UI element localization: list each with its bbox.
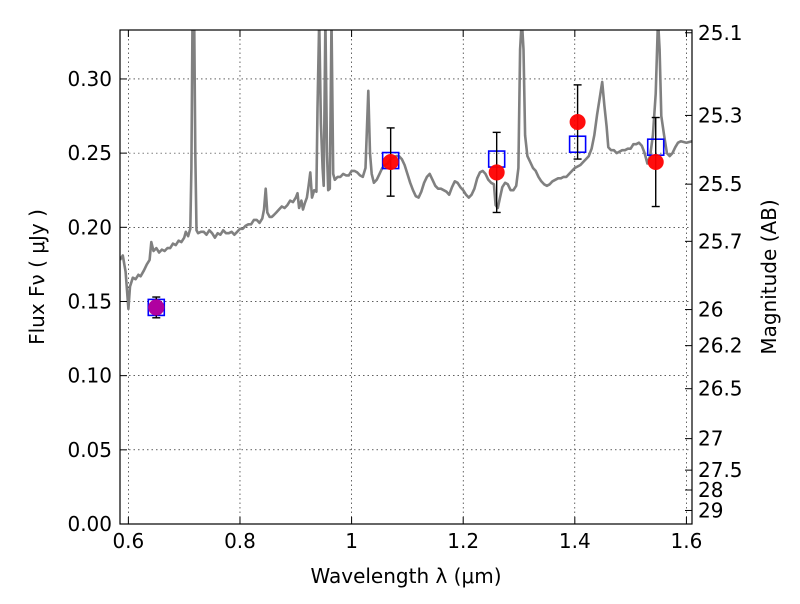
right-tick-label: 25.3	[698, 103, 743, 127]
x-tick-label: 1.4	[559, 529, 591, 553]
right-tick-label: 29	[698, 498, 723, 522]
y-tick-label: 0.15	[67, 289, 112, 313]
observed-photometry-point	[647, 154, 664, 171]
y-tick-label: 0.00	[67, 512, 112, 536]
x-tick-label: 1.2	[447, 529, 479, 553]
plot-frame	[119, 29, 693, 525]
x-tick-label: 0.6	[112, 529, 144, 553]
spectrum-line	[120, 30, 692, 311]
grid	[120, 30, 692, 524]
x-tick-label: 1	[345, 529, 358, 553]
y-tick-label: 0.20	[67, 215, 112, 239]
axis-labels: Wavelength λ (μm) Flux Fν ( μJy ) Magnit…	[25, 199, 781, 588]
right-tick-label: 25.1	[698, 21, 743, 45]
right-tick-label: 28	[698, 478, 723, 502]
observed-photometry-point	[488, 164, 505, 181]
right-axis-label: Magnitude (AB)	[757, 199, 781, 354]
right-tick-label: 25.7	[698, 229, 743, 253]
right-tick-label: 27	[698, 427, 723, 451]
observed-photometry-point	[569, 113, 586, 130]
right-tick-label: 25.5	[698, 172, 743, 196]
right-tick-label: 26.5	[698, 377, 743, 401]
x-tick-label: 0.8	[224, 529, 256, 553]
x-tick-label: 1.6	[671, 529, 703, 553]
plot-area	[120, 30, 692, 319]
y-tick-label: 0.30	[67, 67, 112, 91]
y-tick-label: 0.25	[67, 141, 112, 165]
x-axis-label: Wavelength λ (μm)	[310, 564, 501, 588]
right-tick-label: 26.2	[698, 334, 743, 358]
observed-photometry-point	[382, 154, 399, 171]
right-tick-label: 26	[698, 298, 723, 322]
right-tick-label: 27.5	[698, 458, 743, 482]
y-tick-label: 0.05	[67, 438, 112, 462]
axes: 0.6 0.8 1 1.2 1.4 1.6 0.00 0.05 0.10 0.15 0.20 0.25…	[67, 21, 742, 553]
y-tick-label: 0.10	[67, 364, 112, 388]
y-axis-label: Flux Fν ( μJy )	[25, 209, 49, 345]
overlap-photometry-point	[148, 299, 165, 316]
